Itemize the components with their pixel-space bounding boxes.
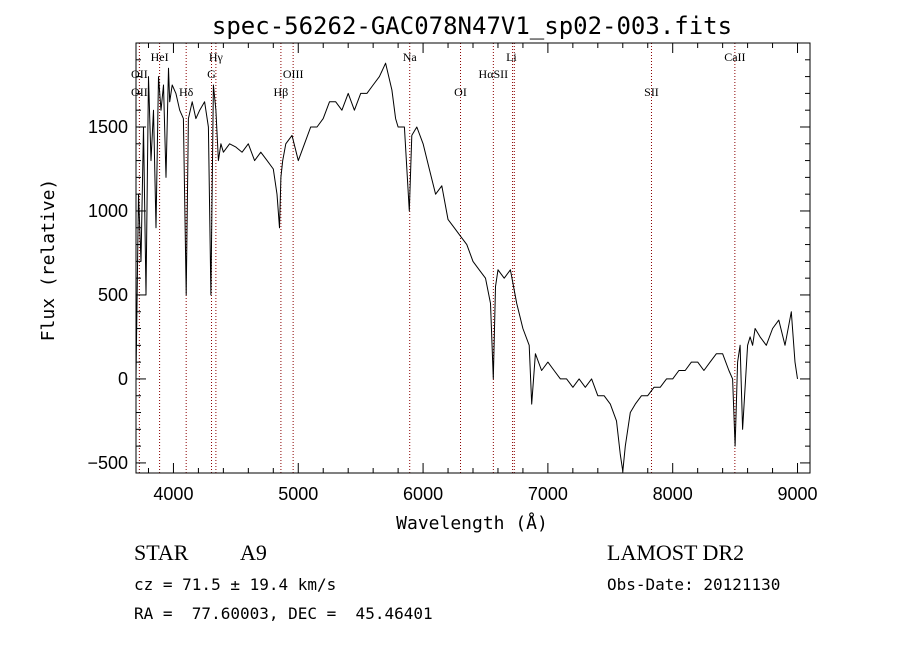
spectral-line-label: OIII: [283, 67, 304, 81]
spectral-line-label: G: [207, 67, 216, 81]
x-tick-label: 8000: [653, 484, 693, 504]
observation-date: Obs-Date: 20121130: [607, 575, 781, 594]
object-class: STAR: [134, 540, 189, 565]
x-tick-label: 7000: [528, 484, 568, 504]
spectral-line-label: OII: [131, 67, 148, 81]
spectral-line-label: Hδ: [179, 85, 194, 99]
redshift-cz: cz = 71.5 ± 19.4 km/s: [134, 575, 337, 594]
x-axis-label: Wavelength (Å): [396, 512, 548, 534]
spectral-line-label: OII: [131, 85, 148, 99]
y-tick-label: −500: [87, 453, 128, 473]
plot-frame: [135, 42, 811, 474]
x-tick-label: 5000: [278, 484, 318, 504]
spectral-line-label: OI: [454, 85, 467, 99]
spectral-line-label: Na: [403, 50, 418, 64]
line-markers: [138, 43, 736, 473]
spectrum-series: [135, 62, 798, 472]
axis-ticks: 4000 5000 6000 7000 8000 9000 −500 0 500 1000 1500: [87, 43, 818, 504]
x-tick-label: 6000: [403, 484, 443, 504]
y-tick-label: 0: [118, 369, 128, 389]
object-subclass: A9: [240, 540, 267, 565]
spectral-line-label: HαSII: [479, 67, 509, 81]
spectrum-line: [135, 62, 798, 472]
x-tick-label: 9000: [777, 484, 817, 504]
y-tick-label: 500: [98, 285, 128, 305]
spectral-line-label: Hβ: [274, 85, 289, 99]
x-tick-label: 4000: [153, 484, 193, 504]
spectral-line-label: Li: [506, 50, 517, 64]
spectral-line-label: HeI: [151, 50, 169, 64]
chart-title: spec-56262-GAC078N47V1_sp02-003.fits: [212, 12, 732, 40]
survey-name: LAMOST DR2: [607, 540, 745, 565]
y-tick-label: 1000: [88, 201, 128, 221]
sky-coordinates: RA = 77.60003, DEC = 45.46401: [134, 604, 433, 623]
spectral-line-label: SII: [644, 85, 659, 99]
spectral-line-label: Hγ: [209, 50, 224, 64]
spectral-line-label: CaII: [724, 50, 745, 64]
y-tick-label: 1500: [88, 117, 128, 137]
y-axis-label: Flux (relative): [38, 179, 59, 342]
spectrum-chart: spec-56262-GAC078N47V1_sp02-003.fits Wav…: [38, 12, 818, 534]
